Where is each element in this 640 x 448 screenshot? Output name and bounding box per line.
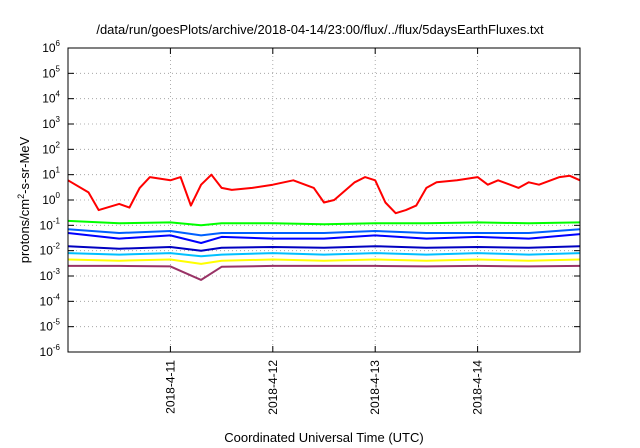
chart-title: /data/run/goesPlots/archive/2018-04-14/2… — [96, 22, 544, 37]
series-line — [67, 219, 581, 227]
series-line — [67, 228, 581, 237]
series-line — [68, 264, 581, 281]
series-line — [67, 258, 581, 265]
y-tick-label: 10-6 — [40, 343, 61, 359]
y-tick-label: 10-4 — [40, 292, 61, 308]
y-tick-base: 10 — [42, 66, 56, 80]
y-tick-label: 102 — [42, 140, 60, 156]
y-tick-base: 10 — [42, 117, 56, 131]
series-line — [67, 245, 581, 252]
y-tick-base: 10 — [40, 345, 54, 359]
y-tick-base: 10 — [40, 269, 54, 283]
y-tick-exponent: 1 — [56, 166, 61, 175]
y-tick-exponent: 3 — [56, 115, 61, 124]
y-tick-exponent: -4 — [53, 292, 61, 301]
y-tick-base: 10 — [40, 244, 54, 258]
y-tick-label: 10-2 — [40, 242, 61, 258]
y-tick-label: 100 — [42, 191, 60, 207]
series-line — [67, 252, 581, 258]
series-line — [67, 232, 581, 244]
y-tick-base: 10 — [42, 41, 56, 55]
y-tick-exponent: -2 — [53, 242, 61, 251]
x-tick-label: 2018-4-13 — [368, 360, 382, 415]
y-tick-label: 105 — [42, 64, 60, 80]
y-tick-label: 10-5 — [40, 318, 61, 334]
y-tick-exponent: -6 — [53, 343, 61, 352]
y-tick-base: 10 — [40, 218, 54, 232]
plot-frame — [67, 47, 581, 353]
y-tick-exponent: 6 — [56, 39, 61, 48]
y-tick-base: 10 — [42, 92, 56, 106]
y-tick-base: 10 — [40, 294, 54, 308]
y-tick-label: 10-3 — [40, 267, 61, 283]
y-tick-label: 104 — [42, 90, 60, 106]
y-tick-exponent: 5 — [56, 64, 61, 73]
y-tick-exponent: -1 — [53, 216, 61, 225]
y-tick-label: 103 — [42, 115, 60, 131]
y-tick-base: 10 — [42, 142, 56, 156]
y-tick-exponent: 4 — [56, 90, 61, 99]
y-tick-exponent: 0 — [56, 191, 61, 200]
y-tick-base: 10 — [40, 320, 54, 334]
x-tick-label: 2018-4-12 — [266, 360, 280, 415]
y-tick-base: 10 — [42, 193, 56, 207]
y-tick-label: 101 — [42, 166, 60, 182]
y-tick-exponent: 2 — [56, 140, 61, 149]
y-tick-exponent: -5 — [53, 318, 61, 327]
x-axis-label: Coordinated Universal Time (UTC) — [224, 430, 424, 445]
y-tick-label: 106 — [42, 39, 60, 55]
series-line — [67, 173, 581, 215]
y-tick-exponent: -3 — [53, 267, 61, 276]
y-tick-label: 10-1 — [40, 216, 61, 232]
x-tick-label: 2018-4-11 — [163, 360, 177, 414]
y-tick-base: 10 — [42, 168, 56, 182]
x-tick-label: 2018-4-14 — [471, 360, 485, 415]
